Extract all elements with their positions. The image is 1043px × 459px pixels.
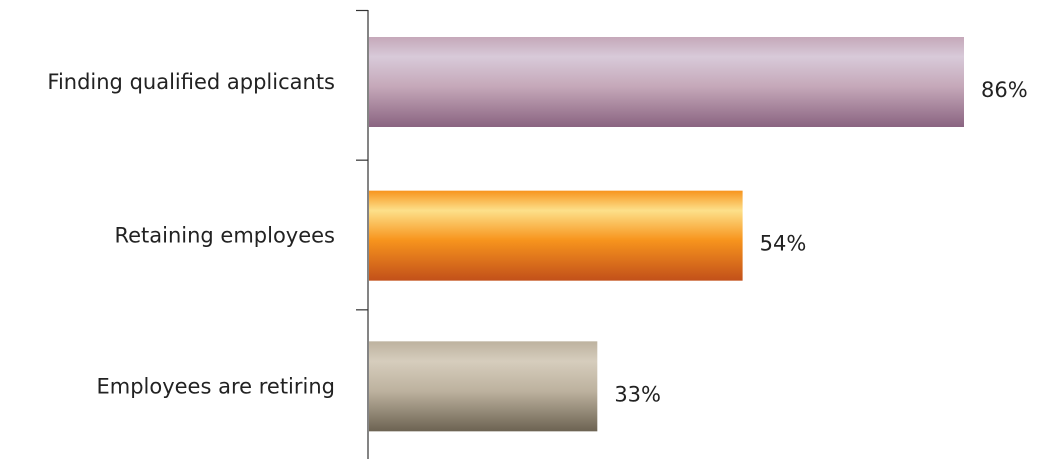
bar-1 xyxy=(369,37,964,127)
bar-3 xyxy=(369,341,598,432)
value-label: 33% xyxy=(614,382,661,406)
category-label: Employees are retiring xyxy=(96,374,335,398)
value-label: 54% xyxy=(760,232,807,256)
value-label: 86% xyxy=(981,78,1028,102)
category-label: Finding qualified applicants xyxy=(47,70,335,94)
bars-layer xyxy=(369,37,964,432)
category-label: Retaining employees xyxy=(114,224,335,248)
axis-layer xyxy=(356,9,369,459)
labels-layer: Finding qualified applicants 86% Retaining… xyxy=(47,70,1027,406)
bar-2 xyxy=(369,190,743,281)
